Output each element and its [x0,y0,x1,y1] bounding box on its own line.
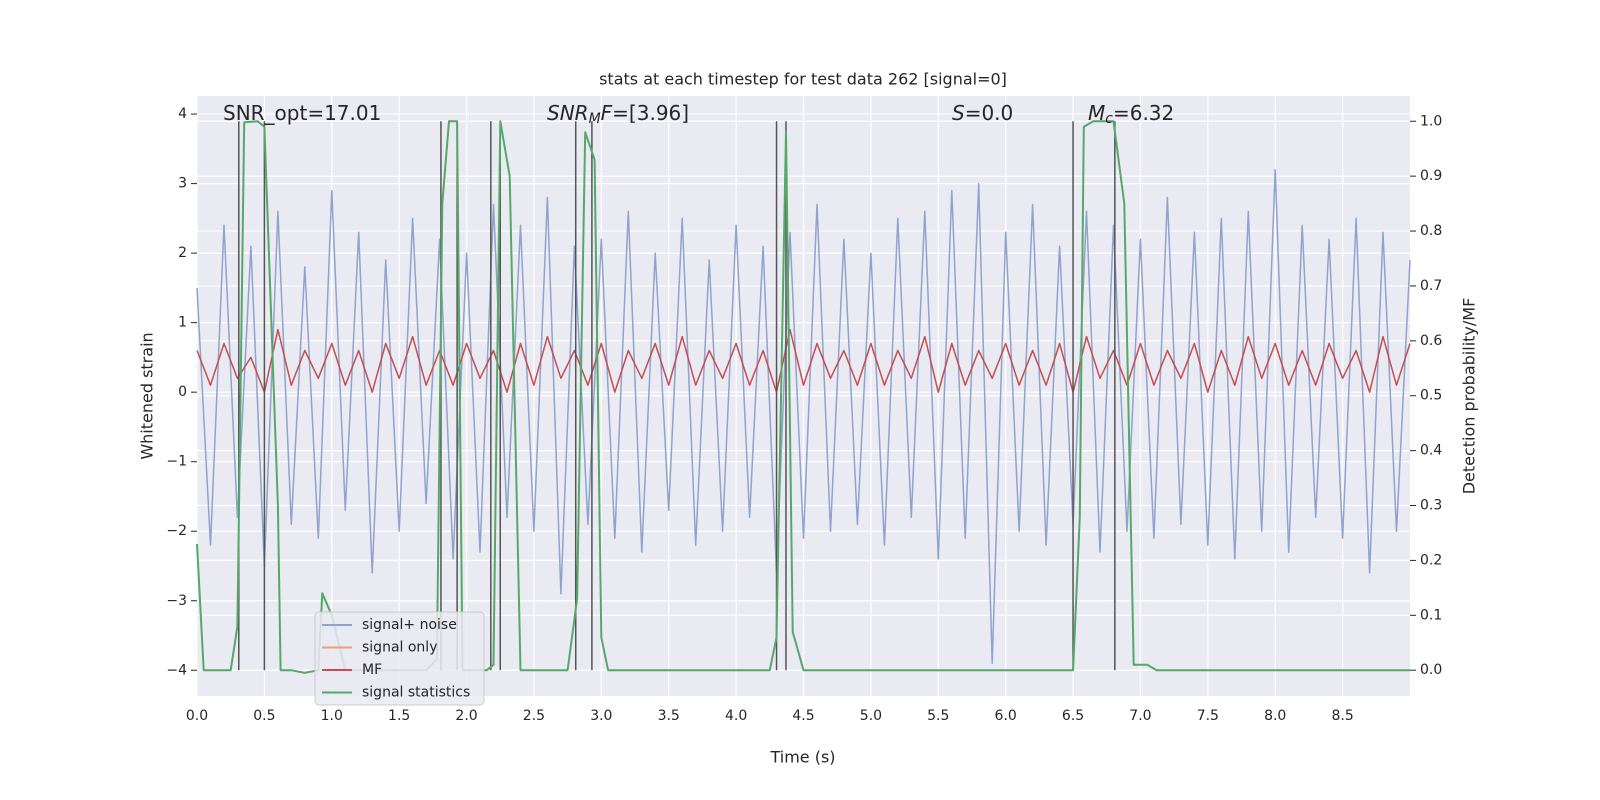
y2-tick-label: 0.4 [1420,443,1442,459]
x-tick-label: 2.0 [455,708,477,724]
y2-tick-label: 0.0 [1420,662,1442,678]
x-tick-label: 8.5 [1331,708,1353,724]
x-tick-label: 7.0 [1129,708,1151,724]
y2-tick-label: 0.8 [1420,223,1442,239]
x-tick-label: 1.0 [321,708,343,724]
legend-label: signal+ noise [362,617,457,633]
labels: 0.0 0.5 1.0 1.5 2.0 2.5 3.0 3.5 4.0 4.5 5.0 5.5 6.0 6… [166,101,1442,725]
x-tick-label: 1.5 [388,708,410,724]
y-tick-label: −4 [166,662,187,678]
series-line [196,120,1410,674]
y2-tick-label: 0.7 [1420,278,1442,294]
x-tick-label: 6.5 [1062,708,1084,724]
y-tick-label: −2 [166,523,187,539]
y-tick-label: 2 [178,245,187,261]
y-tick-label: 0 [178,384,187,400]
legend-label: signal only [362,640,437,656]
chart-title: stats at each timestep for test data 262… [599,70,1007,89]
annotation: SNR_opt=17.01 [223,101,381,125]
annotation-part: SNR [547,101,589,125]
marks [196,120,1411,674]
x-tick-label: 4.0 [725,708,747,724]
annotation-part: M [589,111,601,127]
x-tick-label: 6.0 [995,708,1017,724]
annotation-part: =[3.96] [612,101,689,125]
legend-entries: signal+ noise signal only MF signal statist… [322,617,470,701]
y2-tick-label: 1.0 [1420,113,1442,129]
series-line [196,328,1411,393]
x-tick-label: 0.5 [253,708,275,724]
annotation-part: M [1088,101,1105,125]
y2-tick-label: 0.2 [1420,552,1442,568]
legend [314,611,485,706]
annotation: S=0.0 [952,101,1013,125]
y-axis-label: Whitened strain [138,332,157,459]
legend-label: signal statistics [362,685,470,701]
legend-label: MF [362,662,382,678]
y-tick-label: 4 [178,106,187,122]
y-tick-label: −1 [166,454,187,470]
x-tick-label: 3.0 [590,708,612,724]
x-tick-label: 5.0 [860,708,882,724]
annotation-part: c [1105,111,1113,127]
x-tick-label: 4.5 [792,708,814,724]
y-tick-label: 1 [178,315,187,331]
y2-tick-label: 0.9 [1420,168,1442,184]
y-tick-label: 3 [178,176,187,192]
y-tick-label: −3 [166,593,187,609]
y2-tick-label: 0.3 [1420,498,1442,514]
x-axis-label: Time (s) [769,748,835,767]
annotation-part: =6.32 [1113,101,1174,125]
x-tick-label: 5.5 [927,708,949,724]
x-tick-label: 0.0 [186,708,208,724]
annotation-part: S [952,101,965,125]
annotation: Mc=6.32 [1088,101,1174,128]
y2-tick-label: 0.1 [1420,607,1442,623]
annotation-part: SNR_opt=17.01 [223,101,381,125]
annotation-part: =0.0 [965,101,1014,125]
y2-tick-label: 0.5 [1420,388,1442,404]
y2-tick-label: 0.6 [1420,333,1442,349]
x-tick-label: 7.5 [1197,708,1219,724]
annotation: SNRMF=[3.96] [547,101,689,128]
x-tick-label: 8.0 [1264,708,1286,724]
x-tick-label: 2.5 [523,708,545,724]
y2-axis-label: Detection probability/MF [1460,298,1479,495]
series-line [196,168,1411,665]
annotation-part: F [601,101,613,125]
x-tick-label: 3.5 [658,708,680,724]
